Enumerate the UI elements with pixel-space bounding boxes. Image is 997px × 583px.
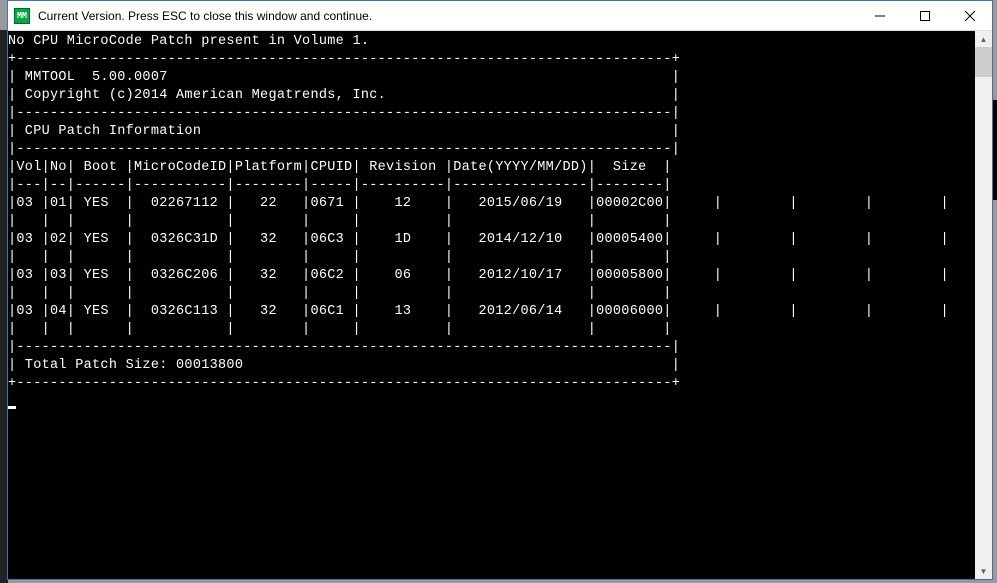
maximize-button[interactable] xyxy=(902,1,947,30)
scroll-up-arrow[interactable]: ▲ xyxy=(975,31,992,47)
scroll-down-arrow[interactable]: ▼ xyxy=(975,563,992,579)
cursor xyxy=(8,406,16,409)
scroll-thumb[interactable] xyxy=(975,47,992,77)
window-title: Current Version. Press ESC to close this… xyxy=(38,9,857,23)
app-icon: MM xyxy=(14,8,30,24)
vertical-scrollbar[interactable]: ▲ ▼ xyxy=(975,31,992,579)
titlebar[interactable]: MM Current Version. Press ESC to close t… xyxy=(8,1,992,31)
minimize-button[interactable] xyxy=(857,1,902,30)
window-controls xyxy=(857,1,992,30)
console-output: No CPU MicroCode Patch present in Volume… xyxy=(8,31,975,579)
app-window: MM Current Version. Press ESC to close t… xyxy=(7,0,993,580)
close-button[interactable] xyxy=(947,1,992,30)
client-area: No CPU MicroCode Patch present in Volume… xyxy=(8,31,992,579)
